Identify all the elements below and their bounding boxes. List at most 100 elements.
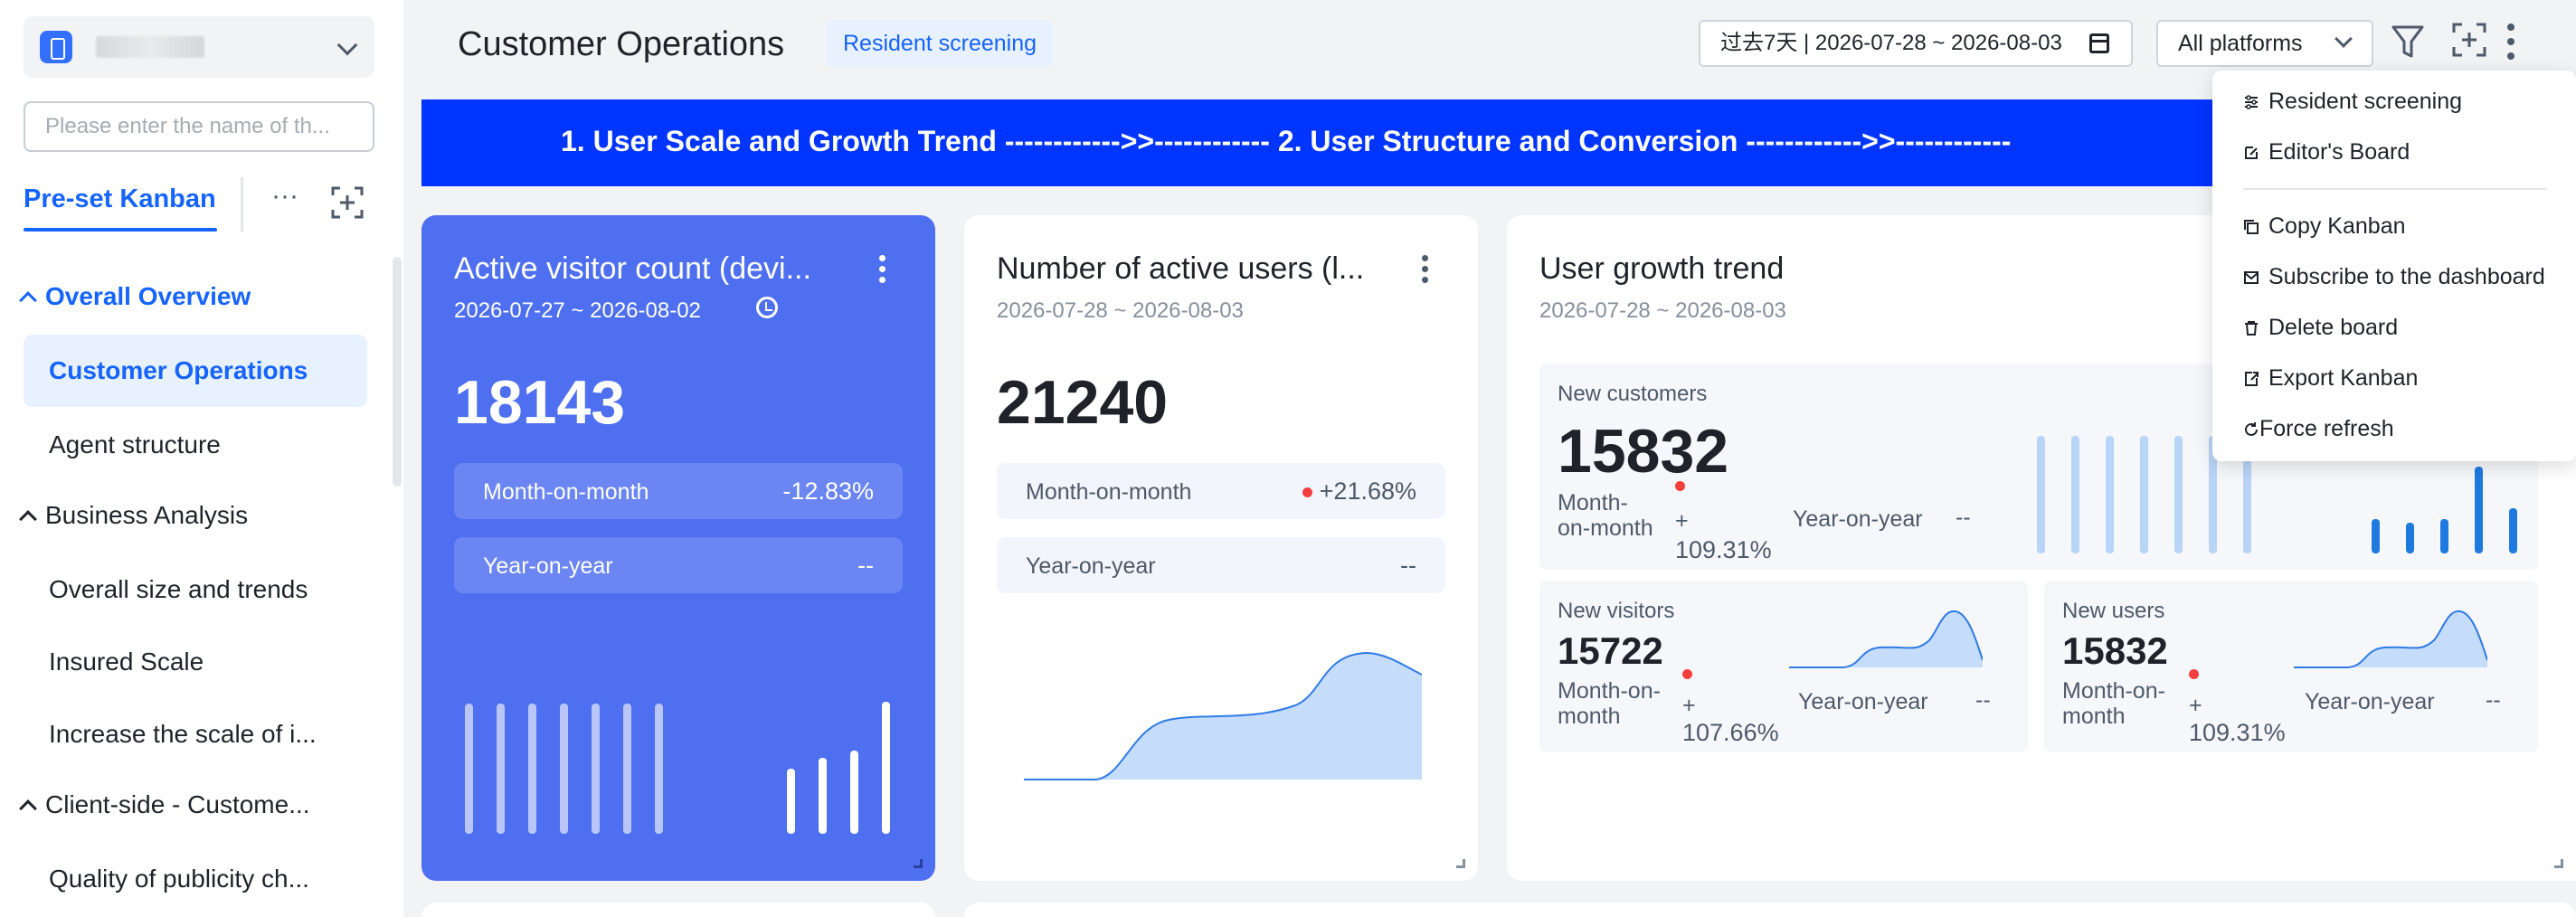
- nav-item-agent-structure[interactable]: Agent structure: [49, 430, 221, 458]
- card-date: 2026-07-28 ~ 2026-08-03: [997, 298, 1244, 323]
- new-visitors-yoy-value: --: [1975, 687, 1991, 713]
- trash-icon: [2245, 321, 2258, 336]
- chart-bar: [850, 751, 858, 834]
- nav-group-client-side[interactable]: Client-side - Custome...: [19, 790, 310, 819]
- card-more-icon[interactable]: [1422, 255, 1431, 286]
- caret-up-icon: [19, 510, 37, 528]
- card-value: 21240: [997, 368, 1169, 437]
- chevron-down-icon: [2334, 30, 2353, 48]
- new-visitors-mom-plus: +: [1682, 693, 1696, 718]
- mom-label-line1: Month-on-: [2062, 678, 2165, 704]
- card-title: Active visitor count (devi...: [454, 251, 811, 286]
- card-value: 18143: [454, 368, 626, 437]
- new-customers-value: 15832: [1558, 417, 1729, 486]
- menu-item-label: Copy Kanban: [2268, 213, 2406, 239]
- resize-handle[interactable]: [1456, 859, 1465, 868]
- yoy-row: Year-on-year --: [454, 537, 903, 593]
- tab-more-button[interactable]: ···: [271, 181, 298, 211]
- nav-item-insured-scale[interactable]: Insured Scale: [49, 648, 204, 676]
- chart-bar: [655, 704, 663, 834]
- card-date: 2026-07-28 ~ 2026-08-03: [1539, 298, 1786, 323]
- new-users-mom-plus: +: [2189, 693, 2202, 718]
- new-customers-label: New customers: [1558, 382, 1708, 406]
- kanban-search-input[interactable]: [24, 101, 374, 152]
- chart-bar: [465, 704, 473, 834]
- calendar-icon: [2089, 33, 2109, 53]
- chart-bar: [2372, 519, 2380, 553]
- nav-group-business-analysis[interactable]: Business Analysis: [19, 501, 248, 530]
- kebab-icon[interactable]: [2502, 22, 2520, 61]
- mail-icon: [2244, 271, 2259, 284]
- sidebar: Pre-set Kanban ··· Overall Overview Cust…: [0, 0, 403, 917]
- new-customers-yoy-value: --: [1956, 505, 1971, 530]
- new-visitors-sparkline: [1789, 610, 1983, 668]
- fullscreen-icon[interactable]: [2451, 22, 2487, 58]
- mom-row: Month-on-month -12.83%: [454, 463, 903, 519]
- nav-item-customer-operations[interactable]: Customer Operations: [24, 335, 367, 407]
- card-date: 2026-07-27 ~ 2026-08-02: [454, 298, 701, 323]
- new-visitors-yoy-label: Year-on-year: [1798, 689, 1928, 714]
- menu-item-resident-screening[interactable]: Resident screening: [2243, 89, 2462, 125]
- tab-divider: [241, 177, 243, 232]
- chart-bar: [819, 758, 827, 834]
- new-visitors-mom-value: 107.66%: [1682, 719, 1779, 746]
- page-title: Customer Operations: [458, 25, 785, 63]
- card-more-icon[interactable]: [879, 255, 888, 286]
- next-card-edge: [964, 903, 2576, 917]
- increase-dot: [2189, 669, 2199, 679]
- new-users-panel: New users 15832 Month-on- month + 109.31…: [2044, 581, 2538, 752]
- resize-handle[interactable]: [2554, 859, 2563, 868]
- yoy-row: Year-on-year --: [997, 537, 1445, 593]
- new-customers-mom-label: Month- on-month: [1558, 490, 1653, 541]
- platform-select[interactable]: All platforms: [2156, 20, 2373, 67]
- nav-item-increase-scale[interactable]: Increase the scale of i...: [49, 720, 317, 748]
- mom-label: Month-on-month: [483, 479, 649, 505]
- date-range-value: 过去7天 | 2026-07-28 ~ 2026-08-03: [1720, 31, 2062, 55]
- menu-item-export-kanban[interactable]: Export Kanban: [2243, 365, 2418, 402]
- nav-group-label: Overall Overview: [45, 282, 251, 310]
- menu-divider: [2243, 188, 2547, 190]
- menu-item-force-refresh[interactable]: Force refresh: [2243, 416, 2394, 452]
- resize-handle[interactable]: [914, 859, 923, 868]
- new-visitors-value: 15722: [1558, 629, 1663, 672]
- chart-bar: [2406, 523, 2414, 553]
- new-users-yoy-label: Year-on-year: [2305, 689, 2435, 714]
- active-users-area-chart: [1024, 651, 1422, 780]
- date-range-picker[interactable]: 过去7天 | 2026-07-28 ~ 2026-08-03: [1699, 20, 2133, 67]
- menu-item-delete-board[interactable]: Delete board: [2243, 315, 2398, 351]
- sidebar-scrollbar[interactable]: [393, 257, 402, 487]
- menu-item-label: Delete board: [2268, 315, 2399, 340]
- mom-row: Month-on-month +21.68%: [997, 463, 1445, 519]
- nav-item-quality-publicity[interactable]: Quality of publicity ch...: [49, 865, 309, 893]
- phone-icon: [40, 31, 72, 63]
- new-visitors-mom-label: Month-on- month: [1558, 678, 1661, 729]
- nav-item-overall-size[interactable]: Overall size and trends: [49, 575, 308, 603]
- menu-item-label: Export Kanban: [2268, 365, 2419, 391]
- new-customers-mom-value: 109.31%: [1675, 536, 1772, 563]
- menu-item-editors-board[interactable]: Editor's Board: [2243, 139, 2410, 175]
- menu-item-copy-kanban[interactable]: Copy Kanban: [2243, 213, 2406, 250]
- resident-screening-tag[interactable]: Resident screening: [827, 20, 1054, 67]
- new-visitors-panel: New visitors 15722 Month-on- month + 107…: [1539, 581, 2028, 752]
- app-switcher[interactable]: [24, 16, 374, 78]
- clock-icon[interactable]: [756, 297, 778, 318]
- chart-bar: [2509, 508, 2517, 553]
- header: Customer Operations Resident screening 过…: [403, 0, 2576, 90]
- filter-icon[interactable]: [2390, 22, 2426, 61]
- mom-label-line1: Month-on-: [1558, 678, 1661, 704]
- chart-bar: [2475, 467, 2483, 553]
- mom-label-line2: month: [1558, 704, 1621, 729]
- new-users-sparkline: [2294, 610, 2487, 668]
- chart-bar: [2440, 519, 2448, 553]
- tab-preset-kanban[interactable]: Pre-set Kanban: [24, 184, 216, 213]
- menu-item-subscribe[interactable]: Subscribe to the dashboard: [2243, 264, 2545, 300]
- nav-group-overall-overview[interactable]: Overall Overview: [19, 282, 251, 311]
- export-icon: [2245, 372, 2259, 386]
- edit-icon: [2245, 147, 2258, 159]
- chart-bar: [2106, 436, 2114, 553]
- menu-item-label: Editor's Board: [2268, 139, 2410, 165]
- tab-underline: [24, 228, 217, 232]
- scan-icon[interactable]: [331, 186, 364, 219]
- chart-bar: [592, 704, 600, 834]
- chart-bar: [497, 704, 505, 834]
